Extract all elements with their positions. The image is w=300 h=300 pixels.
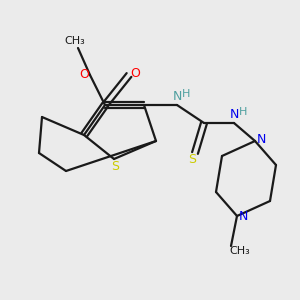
Text: CH₃: CH₃: [64, 36, 86, 46]
Text: O: O: [131, 67, 140, 80]
Text: S: S: [112, 160, 119, 173]
Text: H: H: [182, 88, 190, 99]
Text: N: N: [257, 133, 266, 146]
Text: N: N: [229, 108, 239, 121]
Text: H: H: [239, 106, 247, 117]
Text: S: S: [188, 153, 196, 166]
Text: CH₃: CH₃: [230, 245, 250, 256]
Text: O: O: [80, 68, 89, 82]
Text: N: N: [172, 90, 182, 103]
Text: N: N: [239, 209, 248, 223]
